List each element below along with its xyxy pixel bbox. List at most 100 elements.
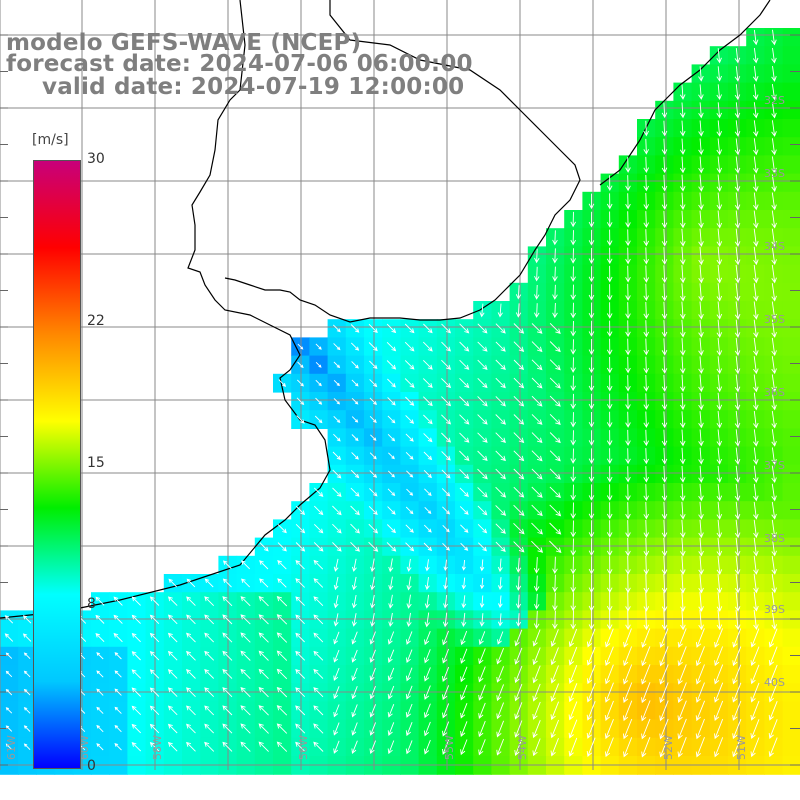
wind-arrow — [369, 667, 376, 682]
wind-arrow — [495, 396, 506, 407]
wind-arrow — [695, 682, 705, 703]
wind-arrow — [295, 741, 306, 752]
wind-arrow — [570, 357, 576, 373]
wind-arrow — [531, 540, 544, 553]
wind-arrow — [549, 468, 561, 480]
wind-arrow — [680, 319, 686, 338]
wind-arrow — [222, 705, 233, 716]
wind-arrow — [313, 578, 324, 588]
wind-arrow — [461, 577, 467, 590]
wind-arrow — [661, 411, 668, 429]
wind-arrow — [734, 102, 741, 119]
wind-arrow — [167, 723, 178, 734]
wind-arrow — [659, 737, 669, 758]
wind-arrow — [295, 578, 305, 588]
wind-arrow — [753, 283, 759, 302]
wind-arrow — [586, 628, 596, 648]
wind-arrow — [752, 48, 759, 64]
wind-arrow — [768, 737, 778, 758]
wind-arrow — [750, 737, 760, 758]
wind-arrow — [460, 630, 468, 646]
wind-arrow — [370, 594, 376, 609]
wind-arrow — [460, 524, 469, 533]
wind-arrow — [643, 501, 650, 520]
wind-arrow — [659, 700, 669, 722]
wind-arrow — [661, 320, 668, 338]
wind-arrow — [424, 612, 430, 628]
eastern-coastline — [599, 0, 771, 186]
wind-arrow — [716, 102, 723, 119]
wind-arrow — [22, 615, 32, 624]
wind-arrow — [96, 743, 104, 751]
wind-speed-cell — [782, 501, 800, 520]
wind-arrow — [734, 537, 741, 557]
wind-speed-cell — [782, 155, 800, 175]
wind-arrow — [586, 701, 596, 721]
wind-arrow — [641, 682, 651, 704]
wind-arrow — [588, 393, 595, 410]
wind-arrow — [604, 646, 614, 666]
wind-arrow — [478, 720, 486, 738]
wind-arrow — [315, 343, 322, 350]
wind-arrow — [442, 524, 450, 533]
wind-arrow — [753, 120, 759, 137]
wind-arrow — [204, 650, 215, 661]
wind-arrow — [477, 377, 488, 389]
wind-arrow — [604, 719, 614, 740]
wind-arrow — [716, 246, 723, 266]
wind-arrow — [552, 230, 558, 246]
wind-arrow — [625, 247, 631, 265]
wind-arrow — [570, 211, 576, 228]
wind-arrow — [570, 484, 576, 501]
wind-arrow — [531, 450, 543, 462]
wind-arrow — [350, 487, 360, 497]
wind-arrow — [570, 592, 576, 612]
wind-arrow — [549, 450, 561, 462]
wind-arrow — [513, 541, 525, 553]
wind-arrow — [405, 542, 415, 552]
wind-arrow — [259, 542, 269, 552]
wind-arrow — [661, 555, 668, 575]
wind-arrow — [149, 723, 160, 734]
wind-arrow — [661, 174, 668, 192]
wind-arrow — [278, 379, 287, 387]
wind-arrow — [459, 450, 470, 462]
wind-arrow — [531, 504, 543, 517]
wind-arrow — [350, 469, 360, 479]
wind-arrow — [550, 719, 560, 739]
wind-arrow — [588, 412, 595, 428]
wind-arrow — [532, 629, 541, 647]
wind-arrow — [734, 48, 741, 64]
wind-arrow — [750, 646, 760, 666]
wind-arrow — [441, 432, 452, 443]
wind-arrow — [643, 120, 650, 137]
wind-arrow — [531, 341, 543, 353]
wind-arrow — [552, 610, 558, 630]
wind-arrow — [734, 410, 741, 429]
wind-arrow — [606, 430, 613, 446]
wind-arrow — [258, 632, 269, 643]
wind-arrow — [734, 192, 741, 211]
wind-arrow — [222, 632, 233, 643]
wind-arrow — [643, 229, 650, 247]
wind-arrow — [606, 356, 613, 374]
wind-arrow — [732, 682, 742, 703]
wind-arrow — [606, 338, 613, 356]
wind-arrow — [442, 612, 449, 628]
wind-arrow — [734, 447, 741, 465]
wind-arrow — [752, 84, 759, 101]
wind-arrow — [461, 595, 467, 609]
wind-arrow — [716, 519, 723, 539]
wind-speed-cell — [782, 610, 800, 630]
wind-arrow — [698, 356, 704, 374]
wind-arrow — [643, 411, 650, 429]
wind-arrow — [533, 557, 540, 574]
wind-arrow — [753, 410, 759, 429]
wind-arrow — [333, 558, 339, 572]
wind-arrow — [113, 632, 123, 643]
colorbar-tick-label: 30 — [87, 151, 105, 167]
wind-arrow — [734, 120, 741, 137]
wind-arrow — [752, 102, 759, 119]
wind-speed-cell — [782, 64, 800, 84]
wind-arrow — [441, 396, 452, 407]
